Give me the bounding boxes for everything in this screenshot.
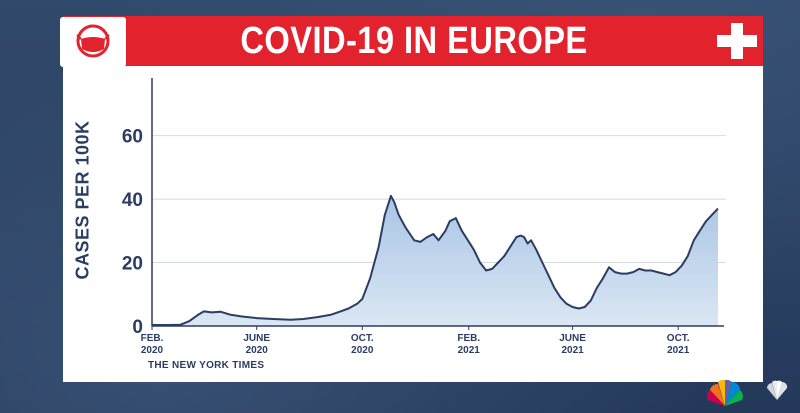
x-tick-label: FEB.	[141, 333, 164, 344]
x-tick-label: 2021	[561, 345, 584, 356]
x-tick-label: 2020	[351, 345, 374, 356]
y-tick-label: 20	[122, 254, 143, 275]
x-tick-label: OCT.	[667, 333, 690, 344]
x-tick-label: JUNE	[243, 333, 270, 344]
source-credit: THE NEW YORK TIMES	[148, 360, 265, 371]
x-tick-label: OCT.	[351, 333, 374, 344]
face-mask-icon	[76, 24, 110, 58]
mask-badge	[60, 17, 126, 67]
title-banner	[63, 16, 763, 66]
series-line	[152, 194, 719, 326]
x-tick-label: 2021	[667, 345, 690, 356]
page-title: COVID-19 IN EUROPE	[240, 19, 588, 62]
y-tick-label: 40	[122, 190, 143, 211]
x-tick-label: FEB.	[457, 333, 480, 344]
y-ticks: 0 20 40 60	[122, 127, 143, 338]
area-layer	[152, 194, 719, 326]
x-ticks: FEB.2020JUNE2020OCT.2020FEB.2021JUNE2021…	[141, 326, 690, 356]
x-tick-label: 2020	[141, 345, 164, 356]
y-tick-label: 60	[122, 127, 143, 148]
series-area	[152, 195, 718, 326]
y-tick-label: 0	[132, 317, 143, 338]
axis-layer	[151, 78, 724, 327]
chart-panel	[63, 66, 763, 382]
nbc-news-logo-icon	[762, 378, 792, 408]
nbc-peacock-icon	[704, 378, 743, 408]
x-tick-label: JUNE	[559, 333, 586, 344]
swiss-cross-icon	[713, 20, 761, 62]
x-tick-label: 2020	[246, 345, 269, 356]
x-tick-label: 2021	[458, 345, 481, 356]
